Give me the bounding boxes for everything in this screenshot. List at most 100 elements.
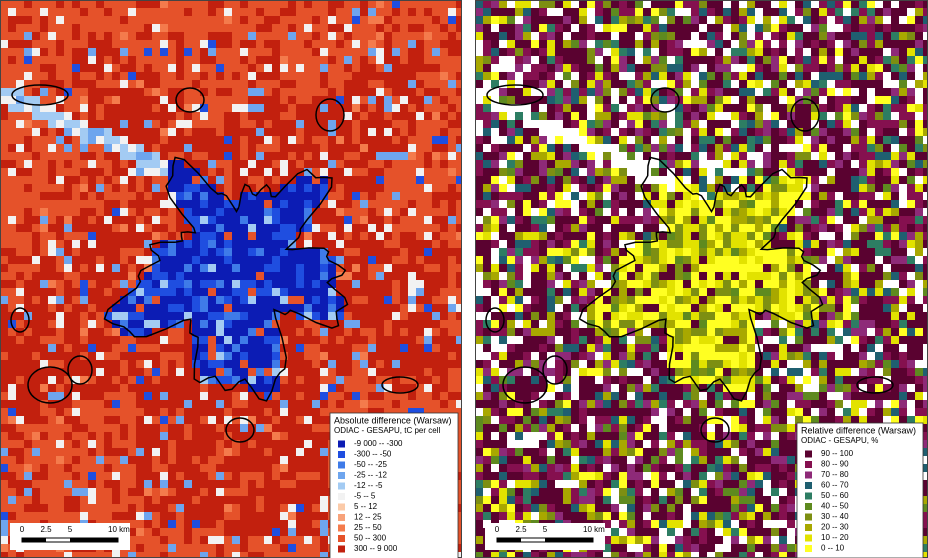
- map-cell: [491, 128, 499, 136]
- map-cell: [136, 152, 144, 160]
- map-cell: [168, 176, 176, 184]
- map-cell: [0, 160, 8, 168]
- map-cell: [152, 384, 160, 392]
- map-cell: [8, 88, 16, 96]
- map-cell: [32, 384, 40, 392]
- map-cell: [152, 216, 160, 224]
- map-cell: [563, 16, 571, 24]
- map-cell: [224, 232, 232, 240]
- map-cell: [216, 368, 224, 376]
- map-cell: [56, 360, 64, 368]
- map-cell: [72, 248, 80, 256]
- map-cell: [56, 136, 64, 144]
- map-cell: [88, 216, 96, 224]
- map-cell: [288, 40, 296, 48]
- map-cell: [352, 224, 360, 232]
- map-cell: [40, 96, 48, 104]
- map-cell: [360, 408, 368, 416]
- map-cell: [200, 512, 208, 520]
- map-cell: [440, 0, 448, 8]
- map-cell: [368, 408, 376, 416]
- map-cell: [336, 264, 344, 272]
- map-cell: [152, 432, 160, 440]
- map-cell: [344, 168, 352, 176]
- map-cell: [328, 120, 336, 128]
- map-cell: [280, 280, 288, 288]
- map-cell: [475, 128, 483, 136]
- map-cell: [248, 272, 256, 280]
- map-cell: [635, 40, 643, 48]
- map-cell: [104, 24, 112, 32]
- map-cell: [296, 312, 304, 320]
- map-cell: [104, 304, 112, 312]
- map-cell: [152, 96, 160, 104]
- map-cell: [336, 104, 344, 112]
- map-cell: [579, 128, 587, 136]
- map-cell: [264, 112, 272, 120]
- map-cell: [176, 344, 184, 352]
- map-cell: [248, 144, 256, 152]
- map-cell: [112, 336, 120, 344]
- map-cell: [48, 160, 56, 168]
- map-cell: [603, 24, 611, 32]
- map-cell: [80, 416, 88, 424]
- map-cell: [24, 336, 32, 344]
- map-cell: [56, 552, 64, 558]
- map-cell: [907, 104, 915, 112]
- map-cell: [256, 320, 264, 328]
- map-cell: [32, 184, 40, 192]
- map-cell: [16, 248, 24, 256]
- map-cell: [691, 56, 699, 64]
- map-cell: [723, 56, 731, 64]
- map-cell: [216, 408, 224, 416]
- map-cell: [224, 144, 232, 152]
- map-cell: [64, 504, 72, 512]
- map-cell: [312, 88, 320, 96]
- map-cell: [360, 104, 368, 112]
- map-cell: [56, 472, 64, 480]
- map-cell: [907, 56, 915, 64]
- map-cell: [160, 192, 168, 200]
- map-cell: [64, 352, 72, 360]
- map-cell: [691, 96, 699, 104]
- map-cell: [424, 208, 432, 216]
- map-cell: [312, 24, 320, 32]
- map-cell: [571, 64, 579, 72]
- map-cell: [448, 136, 456, 144]
- map-cell: [160, 120, 168, 128]
- map-cell: [288, 456, 296, 464]
- map-cell: [627, 48, 635, 56]
- map-cell: [208, 528, 216, 536]
- map-cell: [40, 184, 48, 192]
- map-cell: [8, 216, 16, 224]
- map-cell: [64, 64, 72, 72]
- map-cell: [192, 536, 200, 544]
- map-cell: [0, 504, 8, 512]
- map-cell: [264, 96, 272, 104]
- map-cell: [88, 456, 96, 464]
- map-cell: [264, 272, 272, 280]
- map-cell: [328, 336, 336, 344]
- map-cell: [448, 160, 456, 168]
- map-cell: [216, 264, 224, 272]
- map-cell: [80, 8, 88, 16]
- map-cell: [280, 112, 288, 120]
- map-cell: [555, 56, 563, 64]
- map-cell: [376, 256, 384, 264]
- map-cell: [16, 368, 24, 376]
- map-cell: [272, 240, 280, 248]
- map-cell: [96, 80, 104, 88]
- map-cell: [168, 184, 176, 192]
- map-cell: [128, 240, 136, 248]
- map-cell: [272, 96, 280, 104]
- map-cell: [128, 296, 136, 304]
- map-cell: [715, 64, 723, 72]
- map-cell: [547, 72, 555, 80]
- map-cell: [216, 464, 224, 472]
- map-cell: [120, 88, 128, 96]
- map-cell: [136, 280, 144, 288]
- map-cell: [56, 216, 64, 224]
- map-cell: [248, 336, 256, 344]
- map-cell: [344, 264, 352, 272]
- map-cell: [483, 128, 491, 136]
